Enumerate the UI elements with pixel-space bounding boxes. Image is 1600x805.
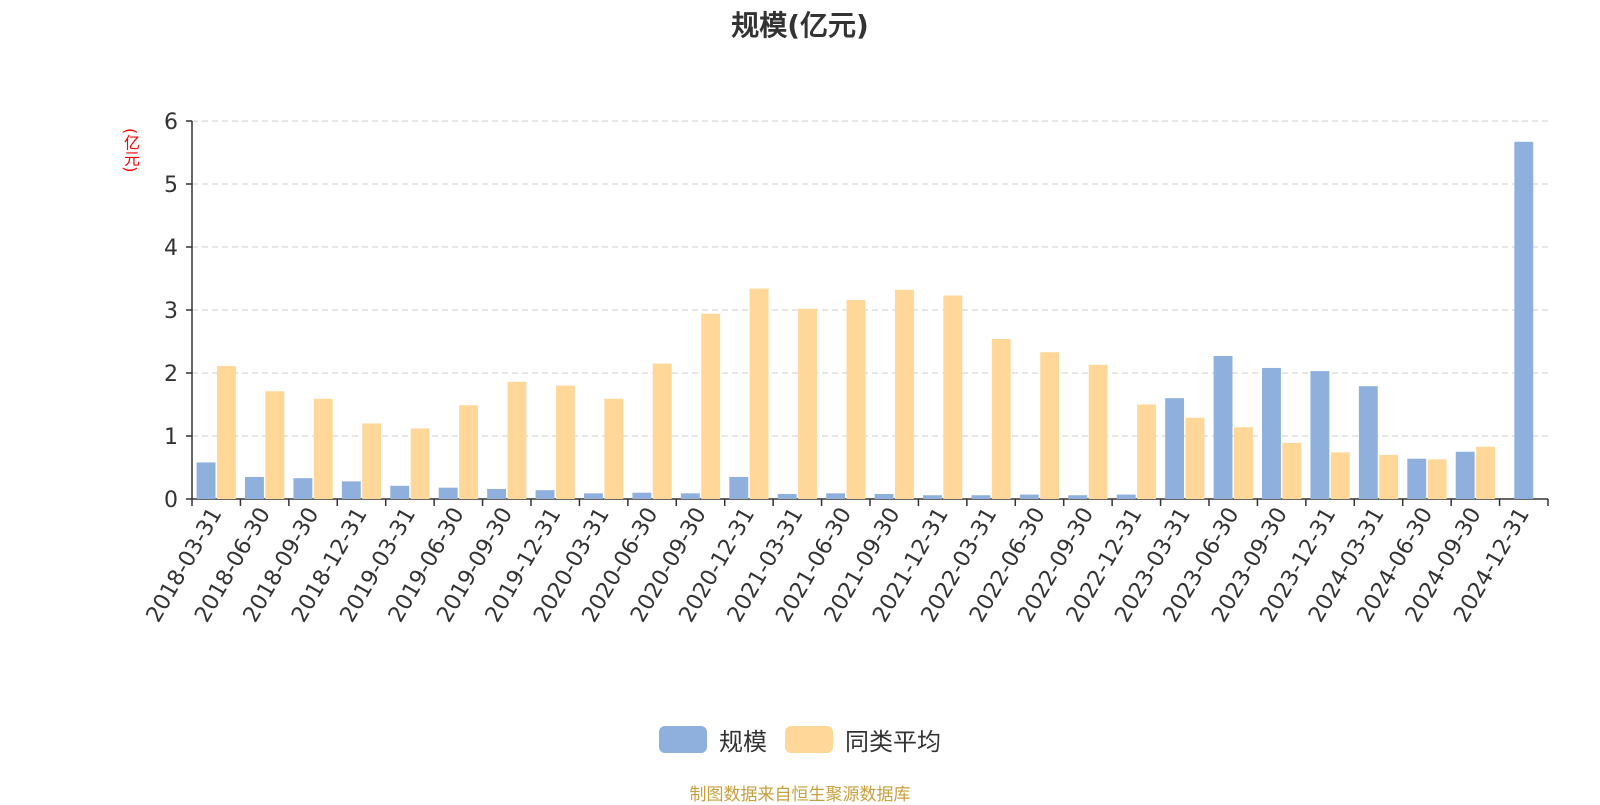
bar-scale [584,493,603,499]
source-note: 制图数据来自恒生聚源数据库 [689,785,911,805]
bar-avg [216,366,236,499]
bar-avg [459,405,478,499]
bar-avg [1137,404,1156,499]
bar-scale [1165,398,1185,499]
bar-scale [1407,458,1427,499]
bar-avg [991,338,1011,499]
bar-scale [971,495,991,499]
bar-avg [604,398,624,499]
bar-scale [293,478,313,499]
bar-avg [1379,454,1399,499]
chart-title: 规模(亿元) [731,9,869,42]
bar-avg [410,428,430,499]
legend-label-avg: 同类平均 [845,728,941,756]
bar-scale [632,492,652,499]
bar-avg [894,289,914,499]
bar-avg [555,385,575,499]
bar-scale [1358,386,1378,499]
legend-swatch-scale [659,726,707,753]
y-tick-label: 1 [164,425,178,450]
legend-label-scale: 规模 [719,728,767,756]
y-tick-label: 0 [164,488,178,513]
bar-avg [943,295,963,499]
bar-scale [341,481,361,499]
legend-item-avg[interactable]: 同类平均 [785,722,941,757]
bar-scale [1514,141,1534,500]
y-tick-label: 6 [164,110,178,135]
bar-avg [749,288,769,499]
bar-scale [390,485,410,499]
bar-scale [1019,494,1039,499]
bar-scale [1068,495,1088,499]
bar-scale [777,493,797,499]
bar-scale [1262,367,1281,499]
bar-scale [438,487,458,499]
y-tick-label: 5 [164,173,178,198]
y-axis-unit-label: (亿元) [121,127,140,173]
bar-avg [313,398,333,499]
y-tick-label: 2 [164,362,178,387]
bar-scale [1310,371,1330,499]
bar-scale [923,495,942,499]
bar-chart: 01234562018-03-312018-06-302018-09-30201… [142,110,1549,627]
legend: 规模 同类平均 [0,722,1600,757]
bar-scale [680,493,700,499]
bar-avg [1476,446,1495,499]
bar-avg [701,313,721,499]
bar-avg [1233,427,1253,499]
bar-avg [846,299,866,499]
bar-scale [196,462,216,499]
bar-avg [1330,452,1350,499]
y-tick-label: 4 [164,236,178,261]
bar-scale [1455,451,1475,499]
bar-scale [245,476,264,499]
bar-scale [487,488,507,499]
legend-swatch-avg [785,726,833,753]
y-tick-label: 3 [164,299,178,324]
bar-scale [826,493,846,499]
bar-avg [362,423,382,499]
bar-scale [729,476,749,499]
bar-scale [1213,355,1233,499]
bar-avg [1088,364,1108,499]
bar-avg [265,391,285,499]
bar-avg [507,381,527,499]
bar-avg [1185,417,1205,499]
bar-scale [535,490,555,499]
bar-avg [1427,459,1447,499]
bar-scale [1116,494,1136,499]
bar-avg [798,308,817,499]
bar-avg [1040,352,1060,499]
bar-avg [1282,442,1302,499]
bar-avg [652,363,672,499]
legend-item-scale[interactable]: 规模 [659,722,767,757]
bar-scale [874,493,894,499]
